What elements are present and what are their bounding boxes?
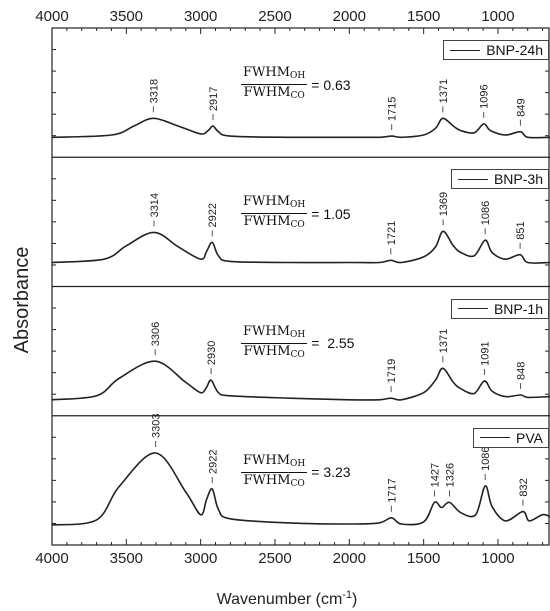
ratio-denominator: FWHMCO bbox=[241, 85, 306, 103]
numerator-subscript: OH bbox=[290, 200, 306, 211]
x-tick-label-bottom: 4000 bbox=[35, 550, 68, 567]
peak-label: 2930 bbox=[206, 341, 218, 365]
fwhm-ratio: FWHMOH FWHMCO = 3.23 bbox=[241, 452, 351, 491]
x-tick-label-bottom: 1000 bbox=[481, 550, 514, 567]
x-tick-label-bottom: 2500 bbox=[258, 550, 291, 567]
x-tick-label-top: 4000 bbox=[35, 8, 68, 25]
peak-label: 3318 bbox=[148, 79, 160, 103]
legend-bnp-3h: BNP-3h bbox=[450, 169, 549, 190]
peak-annotations: 3318 2917 1715 1371 1096 849 3314 2922 1721 1369 1… bbox=[148, 79, 530, 512]
peak-label: 3306 bbox=[150, 322, 162, 346]
peak-label: 3303 bbox=[151, 414, 163, 438]
numerator-subscript: OH bbox=[290, 71, 306, 81]
peak-label: 2922 bbox=[207, 203, 219, 227]
spectrum-line-bnp-24h bbox=[51, 117, 550, 139]
peak-label: 1086 bbox=[480, 201, 492, 225]
denominator-subscript: CO bbox=[290, 220, 305, 231]
x-tick-label-top: 2000 bbox=[333, 8, 366, 25]
numerator-text: FWHM bbox=[243, 65, 291, 80]
ratio-value: = 3.23 bbox=[311, 464, 351, 481]
x-tick-label-bottom: 1500 bbox=[407, 550, 440, 567]
legend-swatch bbox=[480, 437, 511, 439]
legend-bnp-24h: BNP-24h bbox=[443, 40, 549, 60]
ratio-numerator: FWHMOH bbox=[241, 452, 308, 473]
x-tick-label-bottom: 3000 bbox=[184, 550, 217, 567]
numerator-text: FWHM bbox=[243, 194, 291, 210]
x-tick-label-bottom: 2000 bbox=[333, 550, 366, 567]
legend-swatch bbox=[450, 49, 481, 51]
peak-label: 2917 bbox=[208, 87, 220, 111]
denominator-subscript: CO bbox=[290, 91, 305, 101]
axes: 4000 4000 3500 3500 3000 3000 2500 2500 2000 2000… bbox=[35, 8, 549, 567]
x-tick-label-top: 1500 bbox=[407, 8, 440, 25]
ratio-fraction: FWHMOH FWHMCO bbox=[241, 65, 308, 103]
legend-swatch bbox=[457, 308, 488, 309]
peak-label: 851 bbox=[515, 221, 527, 239]
legend-pva: PVA bbox=[473, 427, 549, 448]
ratio-denominator: FWHMCO bbox=[241, 214, 306, 232]
peak-label: 849 bbox=[515, 98, 527, 116]
spectrum-line-bnp-1h bbox=[51, 360, 550, 401]
y-axis-title: Absorbance bbox=[11, 247, 33, 354]
legend-label: BNP-1h bbox=[493, 300, 543, 317]
spectra-lines bbox=[51, 117, 550, 526]
peak-label: 832 bbox=[518, 478, 530, 496]
fwhm-ratio: FWHMOH FWHMCO = 1.05 bbox=[241, 195, 351, 232]
legend-bnp-1h: BNP-1h bbox=[450, 298, 549, 319]
legend-label: PVA bbox=[516, 429, 543, 446]
x-tick-label-top: 1000 bbox=[481, 8, 514, 25]
denominator-subscript: CO bbox=[290, 478, 305, 489]
ratio-fraction: FWHMOH FWHMCO bbox=[241, 452, 308, 491]
ratio-numerator: FWHMOH bbox=[241, 65, 308, 85]
ratio-value: = 0.63 bbox=[311, 76, 351, 93]
ratio-numerator: FWHMOH bbox=[241, 194, 308, 215]
x-tick-label-top: 3500 bbox=[110, 8, 143, 25]
numerator-text: FWHM bbox=[243, 323, 291, 339]
spectrum-line-pva bbox=[51, 452, 550, 526]
ratio-value: = 2.55 bbox=[311, 335, 355, 351]
denominator-text: FWHM bbox=[243, 85, 291, 100]
x-axis-title-superscript: -1 bbox=[342, 589, 352, 601]
numerator-subscript: OH bbox=[290, 458, 306, 469]
numerator-subscript: OH bbox=[290, 329, 306, 340]
ratio-value: = 1.05 bbox=[311, 205, 351, 222]
x-axis-title: Wavenumber (cm-1) bbox=[217, 589, 358, 608]
ratio-denominator: FWHMCO bbox=[241, 344, 306, 362]
denominator-text: FWHM bbox=[243, 343, 291, 359]
peak-label: 1096 bbox=[479, 84, 491, 108]
ratio-denominator: FWHMCO bbox=[241, 473, 306, 491]
denominator-text: FWHM bbox=[243, 214, 291, 230]
peak-label: 1371 bbox=[438, 329, 450, 353]
panel-frames bbox=[51, 27, 550, 546]
peak-label: 1091 bbox=[479, 341, 491, 365]
denominator-subscript: CO bbox=[290, 349, 305, 360]
denominator-text: FWHM bbox=[243, 472, 291, 488]
peak-label: 1371 bbox=[438, 79, 450, 103]
numerator-text: FWHM bbox=[243, 452, 291, 468]
ratio-fraction: FWHMOH FWHMCO bbox=[241, 323, 308, 362]
spectrum-line-bnp-3h bbox=[51, 230, 550, 264]
peak-label: 2922 bbox=[207, 450, 219, 474]
ratio-numerator: FWHMOH bbox=[241, 323, 308, 344]
peak-label: 1086 bbox=[480, 446, 492, 470]
legend-swatch bbox=[457, 178, 488, 180]
peak-label: 848 bbox=[516, 362, 528, 380]
x-tick-label-top: 3000 bbox=[184, 8, 217, 25]
peak-label: 1369 bbox=[438, 192, 450, 216]
fwhm-ratio: FWHMOH FWHMCO = 2.55 bbox=[241, 323, 355, 362]
peak-label: 1719 bbox=[386, 359, 398, 383]
legend-label: BNP-24h bbox=[486, 42, 543, 58]
peak-label: 3314 bbox=[149, 193, 161, 217]
peak-label: 1427 bbox=[429, 463, 441, 487]
x-tick-label-top: 2500 bbox=[258, 8, 291, 25]
peak-label: 1715 bbox=[387, 97, 399, 121]
peak-label: 1717 bbox=[386, 478, 398, 502]
peak-label: 1721 bbox=[386, 221, 398, 245]
peak-label: 1326 bbox=[445, 463, 457, 487]
legend-label: BNP-3h bbox=[493, 171, 543, 188]
fwhm-ratio: FWHMOH FWHMCO = 0.63 bbox=[241, 66, 351, 103]
ratio-fraction: FWHMOH FWHMCO bbox=[241, 194, 308, 232]
x-tick-label-bottom: 3500 bbox=[110, 550, 143, 567]
